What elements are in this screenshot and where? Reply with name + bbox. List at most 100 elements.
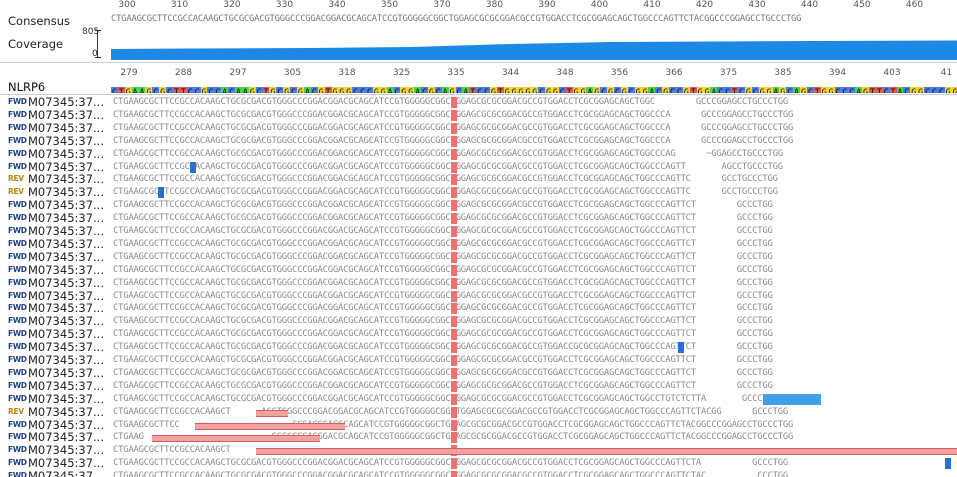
read-name: M07345:37...	[28, 456, 104, 471]
read-row[interactable]: FWD M07345:37... CTGAAGCGCTTCCGCCACAAGCTGC…	[0, 95, 957, 109]
mismatch-mark	[451, 419, 457, 431]
mismatch-mark	[451, 200, 457, 212]
read-row[interactable]: FWD M07345:37... CTGAAGCGCTTCCGCCACAAGCTGC…	[0, 263, 957, 277]
reference-base: C	[228, 87, 236, 93]
read-row[interactable]: FWD M07345:37... CTGAAGCGCTTCCGCCACAAGCTGC…	[0, 134, 957, 148]
read-track: CTGAAG GGCCCGGACGGACGCAGCATCCGTGGGGGCGGC…	[111, 431, 957, 444]
reference-base: C	[538, 87, 546, 93]
read-name: M07345:37...	[28, 224, 104, 238]
ruler-tick-label: 370	[433, 0, 451, 10]
read-row[interactable]: FWD M07345:37... CTGAAGCGCTTCCGCCACAAGCTGC…	[0, 250, 957, 264]
reference-base: G	[917, 87, 925, 93]
read-direction-badge: FWD	[8, 290, 27, 300]
reference-base: A	[386, 87, 394, 93]
read-track: CTGAAGCGCTTCCGCCACAAGCTGCGCGACGTGGGCCCGG…	[111, 199, 957, 212]
read-row[interactable]: FWD M07345:37... CTGAAGCGCTTCCGCCACAAGCTGC…	[0, 224, 957, 238]
reference-base: A	[896, 87, 904, 93]
read-row[interactable]: FWD M07345:37... CTGAAGCGCTTCCGCCACAAGCTGC…	[0, 340, 957, 354]
read-row[interactable]: FWD M07345:37... CTGAAGCGCTTCCGCCACAAGCTGC…	[0, 456, 957, 471]
read-sequence: CTGAAGCGCTTCCGCCACAAGCTGCGCGACGTGGGCCCGG…	[113, 238, 773, 249]
read-row[interactable]: FWD M07345:37... CTGAAGCGCTTCCGCCACAAGCTGC…	[0, 237, 957, 251]
deletion-gap	[152, 435, 320, 443]
read-row[interactable]: FWD M07345:37... CTGAAGCGCTTCCGCCACAAGCTGC…	[0, 289, 957, 303]
reference-base: A	[462, 87, 470, 93]
mismatch-mark	[451, 471, 457, 477]
reference-base: C	[421, 87, 428, 93]
reference-base: T	[496, 87, 504, 93]
reference-base: G	[448, 87, 456, 93]
read-sequence: CTGAAGCGCTTCCGCCACAAGCTGCGCGACGTGGGCCCGG…	[113, 380, 773, 391]
ruler-tick-label: 279	[120, 68, 138, 78]
read-track: CTGAAGCGCTTCCGCCACAAGCT	[111, 444, 957, 457]
reference-base: A	[586, 87, 594, 93]
reference-base: G	[744, 87, 752, 93]
read-row[interactable]: FWD M07345:37... CTGAAGCGCTTCCGCCACAAGCTGC…	[0, 469, 957, 477]
read-row[interactable]: FWD M07345:37... CTGAAGCGCTTCCGCCACAAGCTGC…	[0, 392, 957, 406]
mismatch-mark	[451, 238, 457, 250]
ruler-tick-label: 380	[485, 0, 504, 10]
read-row[interactable]: REV M07345:37... CTGAAGCGCTTCCGCCACAAGCTGC…	[0, 172, 957, 186]
mismatch-mark	[451, 187, 457, 199]
reference-label[interactable]: NLRP6	[8, 80, 46, 94]
read-row[interactable]: REV M07345:37... CTGAAGCGCTTCCGCCACAAGCTGC…	[0, 185, 957, 199]
read-row[interactable]: FWD M07345:37... CTGAAGCGCTTCCGCCACAAGCTGC…	[0, 276, 957, 290]
reference-base: A	[772, 87, 780, 93]
read-row[interactable]: FWD M07345:37... CTGAAGCGCTTCCGCCACAAGCTGC…	[0, 379, 957, 393]
read-sequence: CTGAAGCGCTTCCGCCACAAGCTGCGCGACGTGGGCCCGG…	[113, 200, 773, 211]
read-row[interactable]: FWD M07345:37... CTGAAGCGCTTCCGCCACAAGCTGC…	[0, 198, 957, 212]
reference-base: G	[593, 87, 601, 93]
reference-base: A	[303, 87, 311, 93]
read-name: M07345:37...	[28, 417, 104, 432]
reference-base: A	[235, 87, 242, 93]
read-track: CTGAAGCGCTTCCGCCACAAGCTGCGCGACGTGGGCCCGG…	[111, 277, 957, 290]
read-row[interactable]: FWD M07345:37... CTGAAGCGCTTCCGCCACAAGCTGC…	[0, 121, 957, 135]
reference-base: G	[758, 87, 766, 93]
read-sequence: CTGAAGCGCTTCCGCCACAAGCTGCGCGACGTGGGCCCGG…	[113, 135, 794, 146]
ruler-tick-label: 375	[719, 68, 738, 78]
reference-base: C	[834, 87, 842, 93]
reference-ruler: 279 288 297 305 318 325 335 344 348 356 366 375 385 3…	[111, 68, 957, 80]
read-row[interactable]: FWD M07345:37... CTGAAGCGCTTCCGCCACAAGCTGC…	[0, 314, 957, 328]
read-row[interactable]: FWD M07345:37... CTGAAGCGCTTCCGCCACAAGCTGC…	[0, 301, 957, 315]
mismatch-mark	[451, 380, 457, 392]
read-row[interactable]: FWD M07345:37... CTGAAGCGCTTCCGCCACAAGCTGC…	[0, 211, 957, 226]
read-direction-badge: FWD	[8, 161, 27, 171]
read-direction-badge: FWD	[8, 367, 27, 377]
coverage-max-label: 805	[82, 27, 100, 37]
deletion-gap	[195, 422, 345, 430]
read-row[interactable]: FWD M07345:37... CTGAAGCGCTTCCGCCACAAGCTGC…	[0, 353, 957, 367]
read-row[interactable]: FWD M07345:37... CTGAAG GGCCCGGACGGACGCAGC…	[0, 430, 957, 444]
read-row[interactable]: FWD M07345:37... CTGAAGCGCTTCCGCCACAAGCTGC…	[0, 147, 957, 161]
read-row[interactable]: FWD M07345:37... CTGAAGCGCTTCCGCCACAAGCTGC…	[0, 108, 957, 122]
mismatch-mark	[451, 109, 457, 121]
read-row[interactable]: FWD M07345:37... CTGAAGCGCTTCCGCCACAAGCTGC…	[0, 160, 957, 174]
mismatch-mark	[451, 329, 457, 341]
reference-base: C	[186, 87, 194, 93]
read-row[interactable]: FWD M07345:37... CTGAAGCGCTTCCGCCACAAGCT	[0, 443, 957, 457]
read-sequence: CTGAAGCGCTTCCGCCACAAGCTGCGCGACGTGGGCCCGG…	[113, 226, 773, 236]
ruler-tick-label: 310	[170, 0, 189, 10]
read-name: M07345:37...	[28, 211, 104, 226]
reference-base: C	[600, 87, 608, 93]
reference-base: T	[262, 87, 270, 93]
ruler-tick-label: 297	[229, 68, 247, 78]
ruler-tick-label: 344	[501, 68, 520, 78]
read-track: CTGAAGCGCTTCCGCCACAAGCTGCGCGACGTGGGCCCGG…	[111, 186, 957, 199]
read-direction-badge: FWD	[8, 226, 27, 235]
reference-base: G	[338, 87, 346, 93]
read-row[interactable]: REV M07345:37... CTGAAGCGCTTCCGCCACAAGCT A…	[0, 404, 957, 419]
track-area[interactable]: 300 310 320 330 340 350 370 380 390 400 410 420 430 4…	[111, 0, 957, 477]
reference-base: C	[738, 87, 745, 93]
reference-base: G	[159, 87, 167, 93]
reference-base: A	[221, 87, 229, 93]
reference-base: G	[545, 87, 552, 93]
read-row[interactable]: FWD M07345:37... CTGAAGCGCTTCCGCCACAAGCTGC…	[0, 327, 957, 341]
read-sequence: CTGAAG GGCCCGGACGGACGCAGCATCCGTGGGGGCGGC…	[113, 432, 794, 443]
read-row[interactable]: FWD M07345:37... CTGAAGCGCTTCCGCCACAAGCTGC…	[0, 366, 957, 380]
reference-base: G	[641, 87, 649, 93]
coverage-label: Coverage	[8, 37, 64, 51]
read-name: M07345:37...	[28, 404, 104, 419]
mismatch-mark	[451, 161, 457, 173]
read-track: CTGAAGCGCTTCC CGGACGGACGCAGCATCCGTGGGGGC…	[111, 419, 957, 432]
read-row[interactable]: FWD M07345:37... CTGAAGCGCTTCC CGGACGGACGC…	[0, 417, 957, 432]
